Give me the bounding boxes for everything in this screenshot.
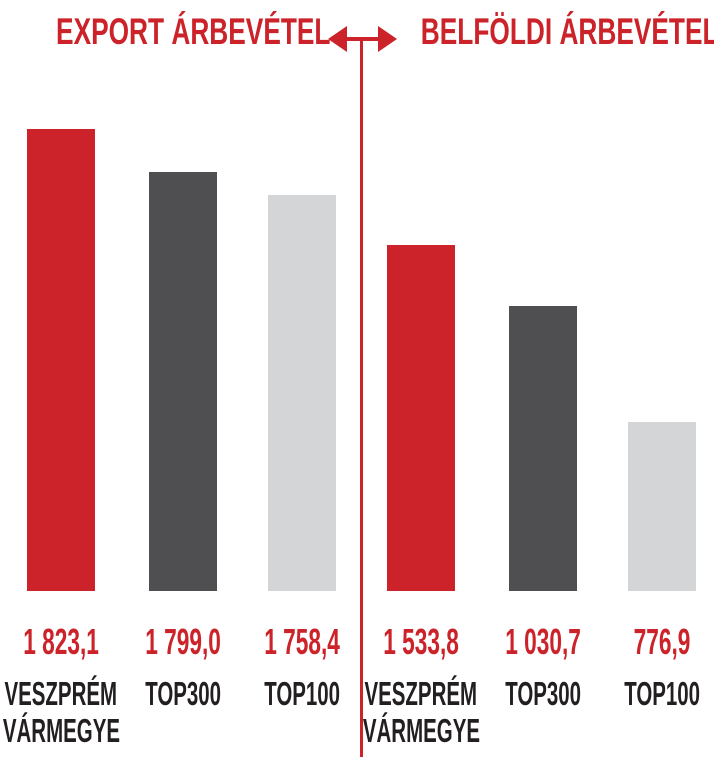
bar-label-line: VÁRMEGYE <box>362 712 480 749</box>
export-section: EXPORT ÁRBEVÉTEL 1 823,1 VESZPRÉM VÁRMEGYE… <box>0 0 360 772</box>
bar-label-line: VÁRMEGYE <box>2 712 120 749</box>
bar-label-line: TOP100 <box>624 675 700 712</box>
bar-label-line: TOP300 <box>145 675 221 712</box>
bar-value-text: 1 533,8 <box>383 621 459 662</box>
bar-label-line: TOP300 <box>505 675 581 712</box>
divider-line <box>360 40 363 757</box>
bar-label: TOP100 <box>202 675 402 712</box>
domestic-section-title-text: BELFÖLDI ÁRBEVÉTEL <box>420 11 714 52</box>
bar <box>387 245 455 591</box>
bar-column: 776,9 TOP100 <box>562 0 714 772</box>
bar-label: TOP300 <box>443 675 643 712</box>
bar-label-line: TOP100 <box>264 675 340 712</box>
bar-label: TOP300 <box>83 675 283 712</box>
bar-value: 1 799,0 <box>83 624 283 660</box>
bar-value: 776,9 <box>562 624 714 660</box>
bar-label-line: VESZPRÉM <box>4 675 118 712</box>
bar-label: TOP100 <box>562 675 714 712</box>
bar-value-text: 776,9 <box>633 621 691 662</box>
bar <box>509 306 577 591</box>
left-right-arrow-icon <box>328 26 397 52</box>
bar-value: 1 758,4 <box>202 624 402 660</box>
bar-value: 1 823,1 <box>0 624 161 660</box>
export-section-title: EXPORT ÁRBEVÉTEL <box>0 13 360 50</box>
domestic-section: BELFÖLDI ÁRBEVÉTEL 1 533,8 VESZPRÉM VÁRMEG… <box>360 0 714 772</box>
bar-label: VESZPRÉM VÁRMEGYE <box>321 675 521 749</box>
bar-value-text: 1 799,0 <box>145 621 221 662</box>
bar <box>268 195 336 591</box>
bar-value-text: 1 823,1 <box>23 621 99 662</box>
bar <box>628 422 696 591</box>
bar <box>27 129 95 591</box>
bar-value: 1 030,7 <box>443 624 643 660</box>
domestic-section-title: BELFÖLDI ÁRBEVÉTEL <box>360 13 714 50</box>
bar-column: 1 799,0 TOP300 <box>83 0 283 772</box>
bar-value: 1 533,8 <box>321 624 521 660</box>
arrow-shaft <box>344 37 381 41</box>
export-section-title-text: EXPORT ÁRBEVÉTEL <box>56 11 331 52</box>
bar-value-text: 1 030,7 <box>505 621 581 662</box>
bar-label-line: VESZPRÉM <box>364 675 478 712</box>
bar <box>149 172 217 591</box>
bar-column: 1 823,1 VESZPRÉM VÁRMEGYE <box>0 0 161 772</box>
arrow-head-left <box>328 26 347 52</box>
bar-label: VESZPRÉM VÁRMEGYE <box>0 675 161 749</box>
bar-column: 1 758,4 TOP100 <box>202 0 402 772</box>
arrow-head-right <box>378 26 397 52</box>
bar-value-text: 1 758,4 <box>264 621 340 662</box>
bar-column: 1 030,7 TOP300 <box>443 0 643 772</box>
bar-column: 1 533,8 VESZPRÉM VÁRMEGYE <box>321 0 521 772</box>
